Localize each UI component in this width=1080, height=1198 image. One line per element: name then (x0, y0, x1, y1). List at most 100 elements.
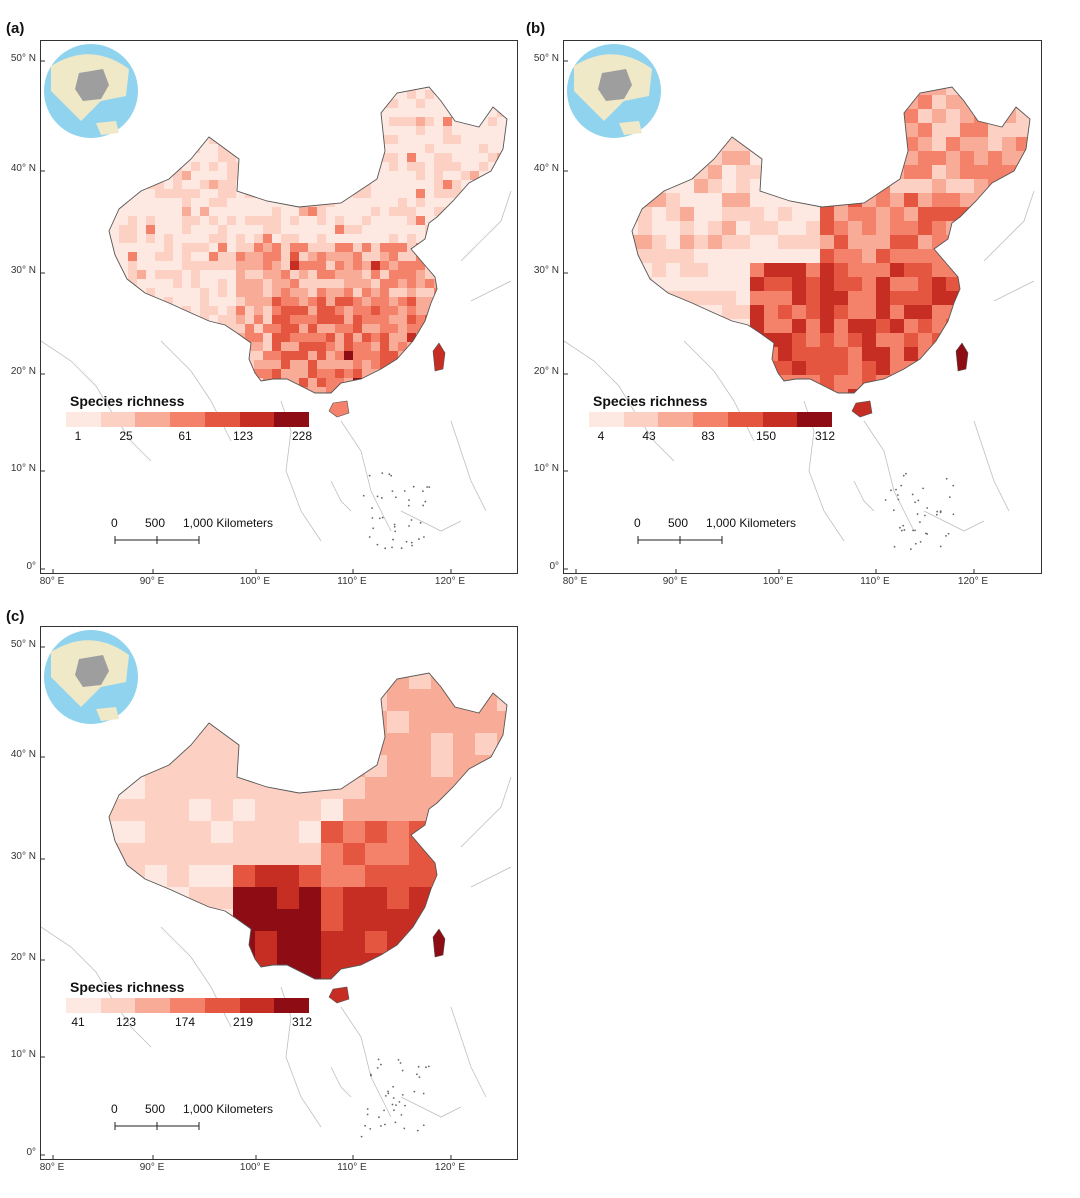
region-cell (200, 198, 210, 208)
region-cell (389, 378, 399, 388)
region-cell (470, 396, 480, 406)
region-cell (453, 777, 476, 800)
region-cell (344, 297, 354, 307)
region-cell (164, 252, 174, 262)
region-cell (848, 109, 863, 124)
region-cell (227, 387, 237, 393)
region-cell (848, 235, 863, 250)
island-dot (900, 484, 903, 487)
region-cell (200, 153, 210, 163)
region-cell (362, 270, 372, 280)
region-cell (479, 297, 489, 307)
region-cell (876, 389, 891, 393)
region-cell (750, 361, 765, 376)
region-cell (470, 189, 480, 199)
region-cell (227, 153, 237, 163)
region-cell (308, 378, 318, 388)
region-cell (109, 144, 111, 154)
region-cell (189, 673, 212, 690)
region-cell (308, 333, 318, 343)
region-cell (652, 249, 667, 264)
region-cell (227, 333, 237, 343)
region-cell (326, 216, 336, 226)
region-cell (182, 135, 192, 145)
region-cell (211, 931, 234, 954)
region-cell (443, 279, 453, 289)
region-cell (290, 87, 300, 91)
region-cell (182, 315, 192, 325)
region-cell (233, 843, 256, 866)
region-cell (353, 216, 363, 226)
region-cell (453, 733, 476, 756)
region-cell (638, 291, 653, 306)
region-cell (632, 291, 639, 306)
region-cell (1030, 207, 1041, 222)
region-cell (277, 909, 300, 932)
region-cell (263, 324, 273, 334)
region-cell (362, 333, 372, 343)
region-cell (380, 117, 390, 127)
region-cell (353, 180, 363, 190)
region-cell (254, 234, 264, 244)
region-cell (666, 221, 681, 236)
region-cell (479, 378, 489, 388)
region-cell (218, 360, 228, 370)
region-cell (145, 909, 168, 932)
region-cell (255, 733, 278, 756)
region-cell (236, 198, 246, 208)
region-cell (876, 361, 891, 376)
region-cell (918, 403, 933, 418)
region-cell (387, 733, 410, 756)
globe-landmass (96, 121, 119, 135)
region-cell (255, 887, 278, 910)
region-cell (182, 171, 192, 181)
region-cell (506, 144, 507, 154)
region-cell (488, 180, 498, 190)
region-cell (167, 689, 190, 712)
region-cell (750, 389, 765, 393)
region-cell (263, 135, 273, 145)
region-cell (1002, 87, 1017, 96)
legend-swatch (204, 998, 240, 1013)
region-cell (694, 277, 709, 292)
region-cell (488, 315, 498, 325)
region-cell (497, 843, 507, 866)
region-cell (750, 137, 765, 152)
region-cell (680, 375, 695, 390)
region-cell (218, 306, 228, 316)
region-cell (946, 403, 961, 418)
region-cell (680, 277, 695, 292)
region-cell (353, 297, 363, 307)
region-cell (308, 279, 318, 289)
region-cell (321, 975, 344, 979)
region-cell (389, 243, 399, 253)
region-cell (904, 277, 919, 292)
region-cell (389, 288, 399, 298)
region-cell (321, 799, 344, 822)
region-cell (245, 99, 255, 109)
region-cell (479, 243, 489, 253)
region-cell (211, 733, 234, 756)
region-cell (353, 360, 363, 370)
region-cell (387, 755, 410, 778)
region-cell (155, 243, 165, 253)
region-cell (497, 733, 507, 756)
region-cell (299, 243, 309, 253)
region-cell (155, 87, 165, 91)
region-cell (255, 711, 278, 734)
island-dot (422, 490, 424, 493)
region-cell (200, 342, 210, 352)
region-cell (281, 108, 291, 118)
region-cell (470, 261, 480, 271)
region-cell (299, 777, 322, 800)
region-cell (119, 351, 129, 361)
region-cell (245, 279, 255, 289)
region-cell (416, 99, 426, 109)
region-cell (167, 711, 190, 734)
region-cell (1016, 375, 1030, 390)
region-cell (452, 270, 462, 280)
region-cell (173, 243, 183, 253)
region-cell (281, 387, 291, 393)
region-cell (461, 198, 471, 208)
region-cell (407, 135, 417, 145)
